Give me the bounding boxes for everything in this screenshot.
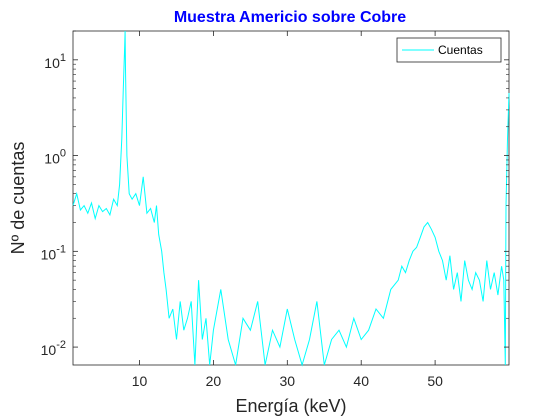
y-tick-label: 100 xyxy=(44,148,66,167)
chart-title: Muestra Americio sobre Cobre xyxy=(174,9,406,26)
y-axis-label: Nº de cuentas xyxy=(8,142,28,255)
y-tick-label: 10-1 xyxy=(41,243,66,262)
x-tick-label: 10 xyxy=(132,373,148,389)
legend: Cuentas xyxy=(396,37,502,63)
x-tick-label: 20 xyxy=(206,373,222,389)
x-tick-label: 50 xyxy=(427,373,443,389)
y-axis-ticks: 10-2 10-1 100 101 xyxy=(41,30,509,358)
x-axis-ticks: 10 20 30 40 50 xyxy=(132,31,443,389)
legend-series-label: Cuentas xyxy=(438,43,483,57)
x-tick-label: 30 xyxy=(280,373,296,389)
x-axis-label: Energía (keV) xyxy=(235,396,346,416)
y-tick-label: 101 xyxy=(44,52,66,71)
y-tick-label: 10-2 xyxy=(41,339,66,358)
plot-area xyxy=(72,30,510,366)
x-tick-label: 40 xyxy=(353,373,369,389)
series-line-0 xyxy=(72,30,510,367)
series-layer xyxy=(72,30,510,367)
